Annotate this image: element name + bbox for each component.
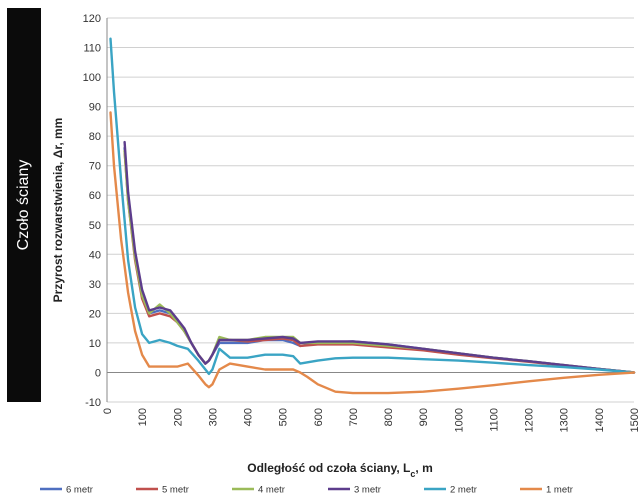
y-tick-label: 0 <box>95 367 101 379</box>
x-axis-title-main: Odległość od czoła ściany, L <box>247 461 410 475</box>
x-tick-label: 1500 <box>629 408 641 432</box>
y-tick-label: 90 <box>89 102 101 114</box>
x-tick-label: 600 <box>313 408 325 426</box>
x-tick-label: 300 <box>207 408 219 426</box>
series-line <box>109 37 636 376</box>
legend-label: 6 metr <box>66 485 93 496</box>
legend: 6 metr 5 metr 4 metr 3 metr 2 metr 1 metr <box>40 485 573 496</box>
x-tick-label: 1300 <box>559 408 571 432</box>
series-line <box>109 111 636 395</box>
y-tick-label: -10 <box>85 397 101 409</box>
x-tick-label: 700 <box>348 408 360 426</box>
y-tick-label: 30 <box>89 279 101 291</box>
legend-label: 3 metr <box>354 485 381 496</box>
x-axis-title-subscript: c <box>410 469 415 479</box>
x-tick-label: 100 <box>137 408 149 426</box>
y-tick-label: 50 <box>89 220 101 232</box>
x-tick-label: 900 <box>418 408 430 426</box>
y-axis-title: Przyrost rozwarstwienia, Δr, mm <box>51 118 65 303</box>
x-tick-labels: 0 100 200 300 400 500 600 700 800 900 1000 1100 1200… <box>102 408 641 432</box>
x-tick-label: 1100 <box>488 408 500 432</box>
x-tick-label: 800 <box>383 408 395 426</box>
y-tick-label: 60 <box>89 190 101 202</box>
series-line <box>123 149 636 374</box>
x-tick-label: 200 <box>172 408 184 426</box>
series-line <box>123 140 636 374</box>
y-tick-label: 70 <box>89 161 101 173</box>
x-tick-label: 0 <box>102 408 114 414</box>
x-tick-label: 400 <box>243 408 255 426</box>
x-tick-label: 1000 <box>453 408 465 432</box>
legend-label: 4 metr <box>258 485 285 496</box>
legend-label: 1 metr <box>546 485 573 496</box>
series-line <box>123 146 636 374</box>
y-tick-label: 100 <box>83 72 101 84</box>
x-tick-label: 500 <box>278 408 290 426</box>
y-tick-label: 40 <box>89 249 101 261</box>
y-tick-label: 80 <box>89 131 101 143</box>
series-line <box>123 149 636 374</box>
y-tick-label: 20 <box>89 308 101 320</box>
x-tick-label: 1400 <box>594 408 606 432</box>
y-tick-labels: -10 0 10 20 30 40 50 60 70 80 90 100 110 120 <box>83 13 101 409</box>
x-tick-label: 1200 <box>524 408 536 432</box>
x-axis-title-unit: , m <box>415 461 432 475</box>
series-lines <box>109 37 636 395</box>
side-label-panel: Czoło ściany <box>7 8 41 402</box>
x-axis-title: Odległość od czoła ściany, Lc, m <box>247 461 433 479</box>
legend-label: 2 metr <box>450 485 477 496</box>
y-tick-label: 120 <box>83 13 101 25</box>
y-tick-label: 10 <box>89 338 101 350</box>
legend-label: 5 metr <box>162 485 189 496</box>
y-tick-label: 110 <box>83 43 101 55</box>
